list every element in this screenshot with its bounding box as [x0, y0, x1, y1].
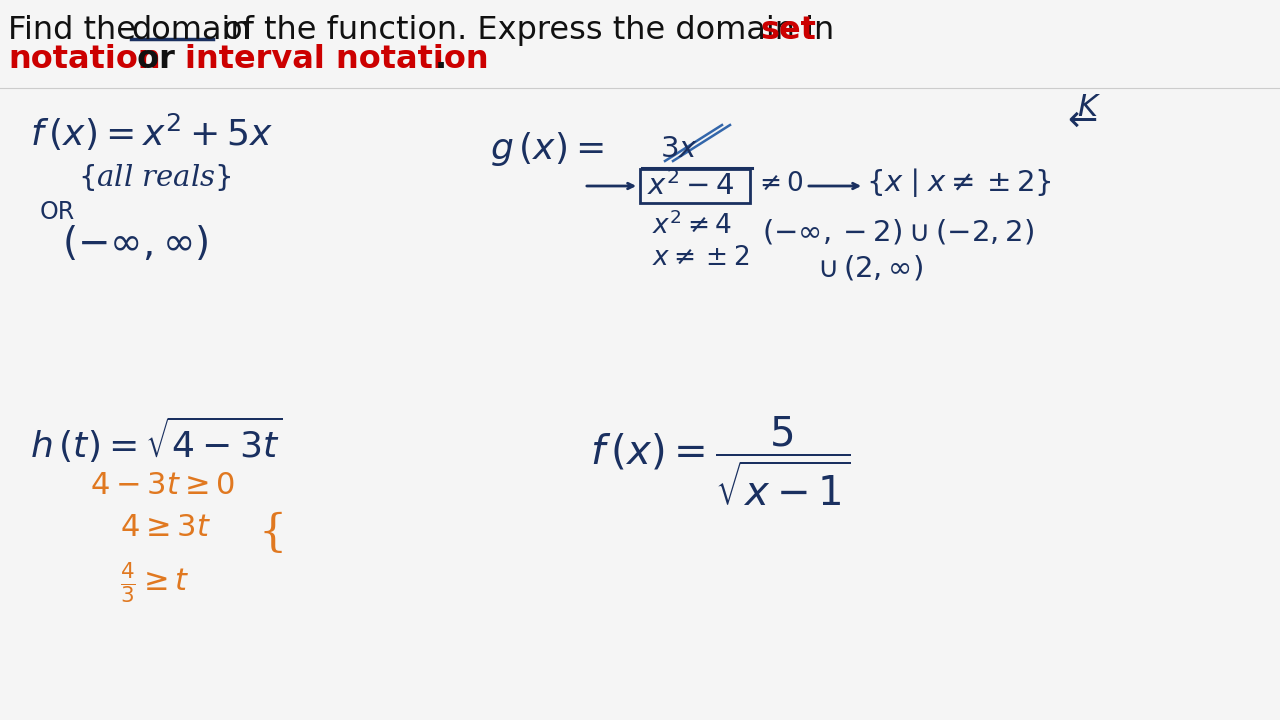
Text: $\neq 0$: $\neq 0$: [754, 171, 804, 196]
Text: $\leftarrow$: $\leftarrow$: [1060, 103, 1097, 137]
Text: or: or: [125, 44, 186, 75]
Text: $\frac{4}{3}\geq t$: $\frac{4}{3}\geq t$: [120, 560, 189, 606]
Text: $x^2 \neq 4$: $x^2 \neq 4$: [652, 211, 732, 240]
Text: $x \neq \pm 2$: $x \neq \pm 2$: [652, 245, 749, 270]
Text: interval notation: interval notation: [184, 44, 488, 75]
Text: $\cup\,(2,\infty)$: $\cup\,(2,\infty)$: [817, 253, 923, 282]
Text: {: {: [259, 512, 287, 555]
Text: $K$: $K$: [1076, 92, 1101, 123]
Text: set: set: [760, 15, 817, 46]
Text: domain: domain: [131, 15, 251, 46]
Text: $3x$: $3x$: [660, 135, 698, 163]
Bar: [640, 169, 750, 203]
Text: $f\,(x) = x^2 + 5x$: $f\,(x) = x^2 + 5x$: [29, 112, 274, 153]
Text: $4-3t\geq0$: $4-3t\geq0$: [90, 470, 236, 501]
Text: .: .: [435, 44, 447, 75]
Text: $(-\infty,-2)\cup(-2,2)$: $(-\infty,-2)\cup(-2,2)$: [762, 217, 1034, 246]
Text: $4\geq3t$: $4\geq3t$: [120, 512, 211, 543]
Text: of the function. Express the domain in: of the function. Express the domain in: [214, 15, 845, 46]
Text: $\{$all reals$\}$: $\{$all reals$\}$: [78, 162, 232, 193]
Text: $(-\infty,\infty)$: $(-\infty,\infty)$: [61, 224, 209, 263]
Text: $h\,(t) = \sqrt{4-3t}$: $h\,(t) = \sqrt{4-3t}$: [29, 415, 283, 465]
Text: Find the: Find the: [8, 15, 146, 46]
Text: $g\,(x) =$: $g\,(x) =$: [490, 130, 604, 168]
Text: $f\,(x) = \dfrac{5}{\sqrt{x-1}}$: $f\,(x) = \dfrac{5}{\sqrt{x-1}}$: [590, 415, 850, 508]
Text: notation: notation: [8, 44, 160, 75]
Text: OR: OR: [40, 200, 76, 224]
Text: $x^2-4$: $x^2-4$: [646, 171, 735, 201]
Text: $\{x \mid x \neq \pm 2\}$: $\{x \mid x \neq \pm 2\}$: [867, 166, 1052, 199]
